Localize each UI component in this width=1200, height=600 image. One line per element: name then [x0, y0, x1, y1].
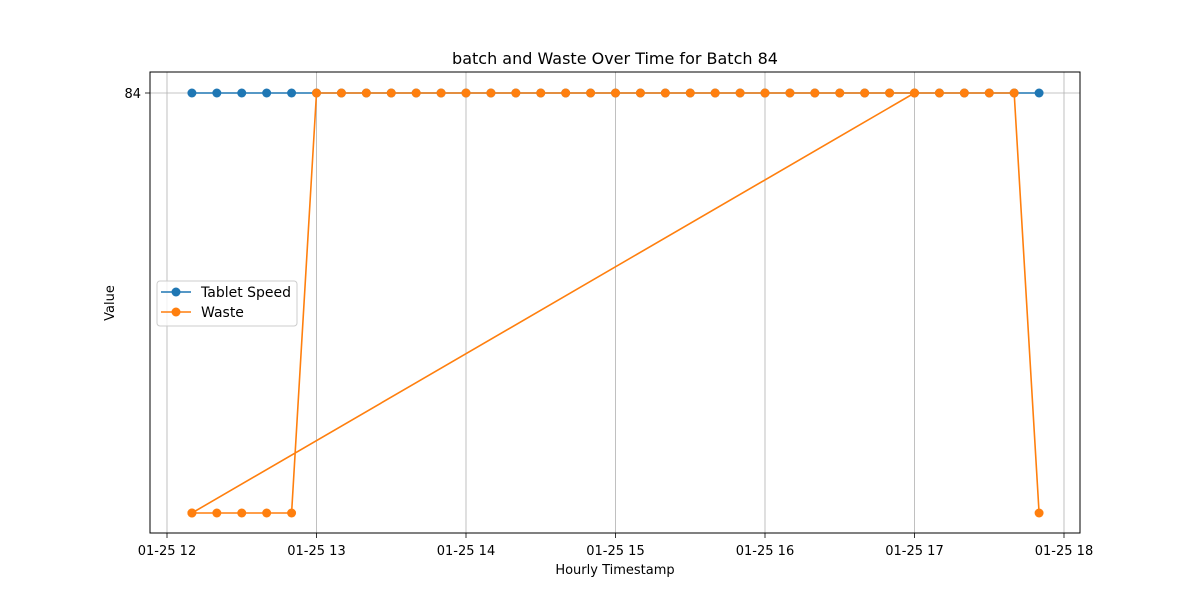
x-tick-label: 01-25 17 [885, 544, 943, 559]
data-point [411, 88, 421, 98]
data-point [660, 88, 670, 98]
x-tick-label: 01-25 15 [586, 544, 644, 559]
legend-swatch-marker [171, 307, 181, 317]
x-axis: 01-25 12 01-25 13 01-25 14 01-25 15 01-25 16… [138, 533, 1093, 559]
data-point [1034, 508, 1044, 518]
data-point [635, 88, 645, 98]
data-point [287, 508, 297, 518]
data-point [810, 88, 820, 98]
data-point [735, 88, 745, 98]
series-layer [187, 88, 1044, 518]
data-point [312, 88, 321, 98]
data-point [959, 88, 969, 98]
data-point [187, 88, 197, 98]
data-point [685, 88, 695, 98]
data-point [910, 88, 919, 98]
data-point [187, 508, 197, 518]
data-point [934, 88, 944, 98]
data-point [835, 88, 845, 98]
legend-label: Tablet Speed [200, 285, 291, 301]
plot-frame [149, 71, 1081, 534]
legend: Tablet Speed Waste [156, 280, 298, 327]
series-waste [187, 88, 1044, 518]
x-tick-label: 01-25 14 [437, 544, 495, 559]
data-point [386, 88, 396, 98]
data-point [710, 88, 720, 98]
data-point [984, 88, 994, 98]
data-point [536, 88, 546, 98]
x-tick-label: 01-25 13 [287, 544, 345, 559]
data-point [511, 88, 521, 98]
x-axis-label: Hourly Timestamp [555, 563, 674, 578]
legend-swatch-marker [171, 287, 181, 297]
data-point [1034, 88, 1044, 98]
data-point [586, 88, 596, 98]
x-tick-label: 01-25 18 [1035, 544, 1093, 559]
data-point [262, 508, 272, 518]
data-point [212, 508, 222, 518]
data-point [361, 88, 371, 98]
data-point [237, 508, 247, 518]
legend-label: Waste [201, 305, 244, 321]
data-point [436, 88, 446, 98]
data-point [860, 88, 870, 98]
data-point [785, 88, 795, 98]
legend-box [156, 280, 298, 327]
y-axis-label: Value [103, 285, 118, 321]
y-tick-label: 84 [124, 87, 141, 102]
data-point [287, 88, 297, 98]
data-point [486, 88, 496, 98]
y-axis: 84 [124, 87, 150, 102]
x-tick-label: 01-25 12 [138, 544, 196, 559]
chart-title: batch and Waste Over Time for Batch 84 [452, 49, 778, 68]
data-point [1009, 88, 1019, 98]
data-point [760, 88, 770, 98]
data-point [237, 88, 247, 98]
data-point [611, 88, 620, 98]
data-point [461, 88, 471, 98]
data-point [212, 88, 222, 98]
data-point [336, 88, 346, 98]
data-point [561, 88, 571, 98]
data-point [262, 88, 272, 98]
x-tick-label: 01-25 16 [736, 544, 794, 559]
data-point [885, 88, 895, 98]
